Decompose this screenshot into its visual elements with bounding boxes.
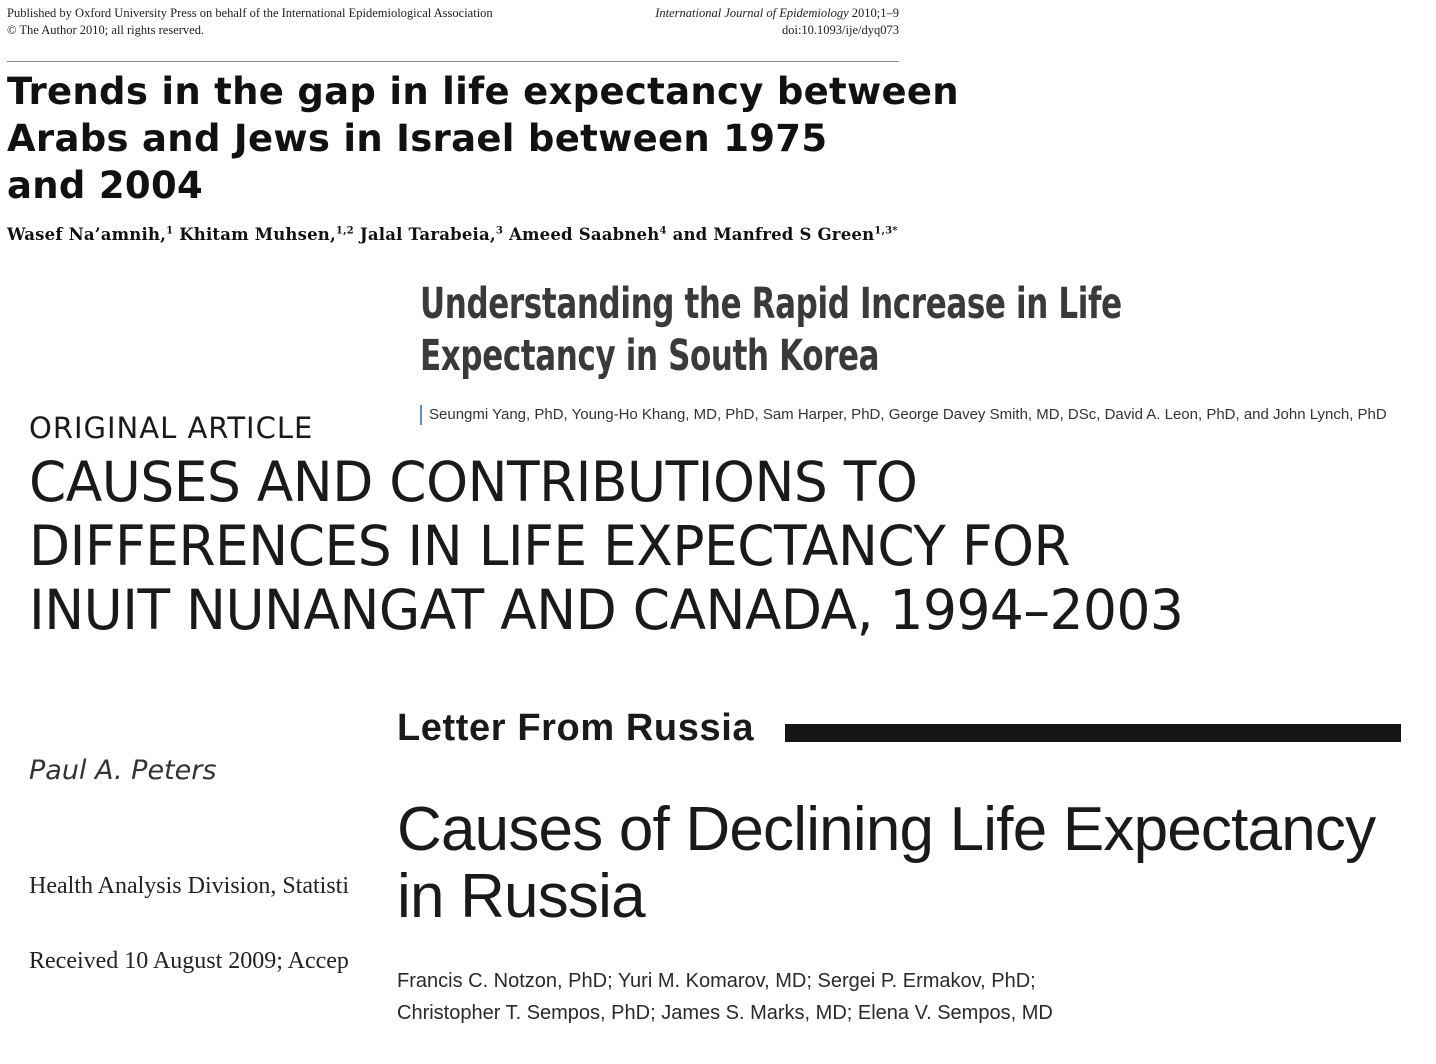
author-affiliation: 1,3* bbox=[874, 225, 898, 237]
title-line: Expectancy in South Korea bbox=[420, 331, 880, 381]
header-divider bbox=[7, 61, 899, 62]
article-title: CAUSES AND CONTRIBUTIONS TO DIFFERENCES … bbox=[29, 450, 1184, 642]
article-title: Trends in the gap in life expectancy bet… bbox=[7, 68, 959, 209]
article-title: Understanding the Rapid Increase in Life… bbox=[420, 278, 1122, 382]
russia-panel-background bbox=[388, 690, 1418, 1060]
author-name: Ameed Saabneh bbox=[503, 225, 660, 244]
author-affiliation: 3 bbox=[495, 225, 504, 237]
doi: doi:10.1093/ije/dyq073 bbox=[781, 23, 899, 37]
title-line: Causes of Declining Life Expectancy bbox=[397, 795, 1376, 864]
section-label: ORIGINAL ARTICLE bbox=[29, 411, 314, 445]
journal-issue: 2010;1–9 bbox=[848, 6, 899, 20]
author-name: Jalal Tarabeia, bbox=[353, 225, 496, 244]
author-line: Francis C. Notzon, PhD; Yuri M. Komarov,… bbox=[397, 970, 1036, 992]
journal-name: International Journal of Epidemiology bbox=[655, 6, 849, 20]
author-affiliation: 4 bbox=[659, 225, 667, 237]
author-list: Francis C. Notzon, PhD; Yuri M. Komarov,… bbox=[397, 965, 1053, 1029]
author-affiliation: 1,2 bbox=[335, 225, 354, 237]
title-line: Understanding the Rapid Increase in Life bbox=[420, 279, 1122, 329]
title-line: CAUSES AND CONTRIBUTIONS TO bbox=[29, 450, 918, 514]
author-name: Khitam Muhsen, bbox=[173, 225, 336, 244]
publisher-line: Published by Oxford University Press on … bbox=[7, 6, 493, 20]
journal-citation: International Journal of Epidemiology 20… bbox=[655, 5, 899, 22]
title-line: INUIT NUNANGAT AND CANADA, 1994–2003 bbox=[29, 578, 1184, 642]
title-line: in Russia bbox=[397, 862, 646, 931]
title-line: DIFFERENCES IN LIFE EXPECTANCY FOR bbox=[29, 514, 1071, 578]
title-line: Arabs and Jews in Israel between 1975 bbox=[7, 117, 828, 160]
accent-bar bbox=[420, 405, 422, 425]
copyright-line: © The Author 2010; all rights reserved. bbox=[7, 23, 205, 37]
article-title: Causes of Declining Life Expectancy in R… bbox=[397, 795, 1376, 931]
section-rule bbox=[785, 724, 1401, 742]
author-name: Paul A. Peters bbox=[29, 755, 217, 786]
title-line: and 2004 bbox=[7, 164, 204, 207]
author-line: Christopher T. Sempos, PhD; James S. Mar… bbox=[397, 1002, 1053, 1024]
author-name: and Manfred S Green bbox=[666, 225, 875, 244]
author-list: Seungmi Yang, PhD, Young-Ho Khang, MD, P… bbox=[429, 406, 1387, 423]
section-label: Letter From Russia bbox=[397, 707, 755, 749]
title-line: Trends in the gap in life expectancy bet… bbox=[7, 70, 959, 113]
author-name: Wasef Na’amnih, bbox=[7, 225, 167, 244]
received-date: Received 10 August 2009; Accep bbox=[29, 948, 349, 974]
author-affiliation: 1 bbox=[166, 225, 174, 237]
author-affiliation: Health Analysis Division, Statisti bbox=[29, 873, 350, 899]
author-list: Wasef Na’amnih,1 Khitam Muhsen,1,2 Jalal… bbox=[7, 225, 898, 244]
